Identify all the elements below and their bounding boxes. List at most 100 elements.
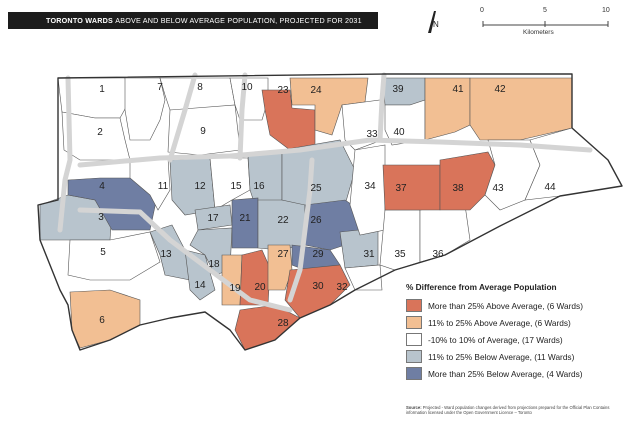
ward-41-label: 41 — [452, 84, 464, 95]
map-title-bold: TORONTO WARDS — [46, 16, 114, 25]
ward-31-label: 31 — [363, 249, 375, 260]
scale-bar: 0 5 10 Kilometers — [478, 7, 618, 39]
ward-2-area — [61, 111, 131, 161]
legend: % Difference from Average Population Mor… — [406, 282, 621, 382]
ward-15-label: 15 — [230, 181, 242, 192]
ward-33-area — [341, 99, 383, 151]
ward-36-label: 36 — [432, 249, 444, 260]
ward-9-area — [167, 104, 241, 156]
ward-13-label: 13 — [160, 249, 172, 260]
ward-44-label: 44 — [544, 182, 556, 193]
ward-16-area — [247, 149, 283, 206]
ward-26-label: 26 — [310, 215, 322, 226]
legend-item: 11% to 25% Below Average, (11 Wards) — [406, 348, 621, 365]
ward-19-label: 19 — [229, 283, 241, 294]
legend-item-label: More than 25% Below Average, (4 Wards) — [428, 368, 583, 379]
ward-30-label: 30 — [312, 281, 324, 292]
map-title: TORONTO WARDS ABOVE AND BELOW AVERAGE PO… — [8, 12, 378, 29]
ward-32-label: 32 — [336, 282, 348, 293]
legend-item: More than 25% Below Average, (4 Wards) — [406, 365, 621, 382]
ward-9-label: 9 — [200, 126, 206, 137]
ward-20-label: 20 — [254, 282, 266, 293]
ward-17-label: 17 — [207, 213, 219, 224]
highway-427 — [57, 75, 73, 233]
ward-37-area — [382, 164, 441, 211]
ward-28-label: 28 — [277, 318, 289, 329]
don-valley — [287, 157, 315, 303]
scale-unit: Kilometers — [523, 29, 554, 36]
north-arrow-icon — [425, 9, 445, 35]
ward-43-label: 43 — [492, 183, 504, 194]
legend-item: 11% to 25% Above Average, (6 Wards) — [406, 314, 621, 331]
ward-42-label: 42 — [494, 84, 506, 95]
ward-23-label: 23 — [277, 85, 289, 96]
highway-404-west — [237, 72, 248, 161]
ward-35-area — [379, 209, 421, 271]
ward-36-area — [419, 204, 471, 263]
ward-38-area — [439, 151, 496, 211]
scale-tick-10: 10 — [602, 7, 610, 14]
legend-item-label: 11% to 25% Above Average, (6 Wards) — [428, 317, 571, 328]
ward-16-label: 16 — [253, 181, 265, 192]
legend-item-label: 11% to 25% Below Average, (11 Wards) — [428, 351, 575, 362]
ward-34-label: 34 — [364, 181, 376, 192]
ward-37-label: 37 — [395, 183, 407, 194]
ward-12-label: 12 — [194, 181, 206, 192]
ward-14-area — [184, 249, 216, 301]
ward-24-label: 24 — [310, 85, 322, 96]
legend-item: -10% to 10% of Average, (17 Wards) — [406, 331, 621, 348]
ward-14-label: 14 — [194, 280, 206, 291]
ward-10-label: 10 — [241, 82, 253, 93]
ward-35-label: 35 — [394, 249, 406, 260]
legend-swatch — [406, 299, 422, 312]
ward-4-label: 4 — [99, 181, 105, 192]
legend-swatch — [406, 350, 422, 363]
ward-6-label: 6 — [99, 315, 105, 326]
ward-8-label: 8 — [197, 82, 203, 93]
legend-item-label: More than 25% Above Average, (6 Wards) — [428, 300, 583, 311]
gardiner — [77, 207, 293, 313]
legend-swatch — [406, 333, 422, 346]
ward-39-area — [382, 77, 426, 106]
legend-swatch — [406, 316, 422, 329]
ward-3-label: 3 — [98, 212, 104, 223]
ward-41-area — [424, 77, 471, 141]
ward-31-area — [339, 227, 379, 269]
ward-39-label: 39 — [392, 84, 404, 95]
ward-5-area — [67, 231, 161, 281]
ward-25-label: 25 — [310, 183, 322, 194]
scale-tick-0: 0 — [480, 7, 484, 14]
ward-34-area — [349, 144, 386, 236]
ward-4-area — [67, 177, 159, 231]
scale-tick-5: 5 — [543, 7, 547, 14]
ward-29-label: 29 — [312, 249, 324, 260]
ward-5-label: 5 — [100, 247, 106, 258]
legend-title: % Difference from Average Population — [406, 282, 557, 292]
ward-27-label: 27 — [277, 249, 289, 260]
legend-item: More than 25% Above Average, (6 Wards) — [406, 297, 621, 314]
map-title-rest: ABOVE AND BELOW AVERAGE POPULATION, PROJ… — [115, 16, 362, 25]
ward-44-area — [524, 127, 623, 201]
source-label: Source: — [406, 405, 422, 410]
ward-38-label: 38 — [452, 183, 464, 194]
legend-item-label: -10% to 10% of Average, (17 Wards) — [428, 334, 563, 345]
ward-24-area — [289, 77, 369, 136]
ward-32-area — [344, 264, 383, 291]
ward-10-area — [229, 77, 269, 121]
ward-33-label: 33 — [366, 129, 378, 140]
highway-400 — [167, 72, 198, 163]
ward-11-label: 11 — [158, 181, 169, 192]
ward-21-label: 21 — [239, 213, 251, 224]
ward-1-label: 1 — [99, 84, 105, 95]
ward-7-label: 7 — [157, 82, 163, 93]
ward-18-label: 18 — [208, 259, 220, 270]
ward-40-label: 40 — [393, 127, 405, 138]
highway-404 — [377, 72, 387, 143]
ward-42-area — [469, 77, 573, 141]
ward-22-label: 22 — [277, 215, 289, 226]
ward-6-area — [69, 289, 141, 349]
legend-swatch — [406, 367, 422, 380]
source-note: Source: Projected - Ward population chan… — [406, 405, 621, 415]
north-label: N — [433, 20, 439, 29]
